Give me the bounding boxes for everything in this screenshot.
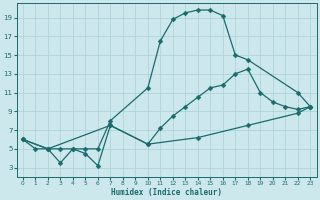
X-axis label: Humidex (Indice chaleur): Humidex (Indice chaleur) xyxy=(111,188,222,197)
